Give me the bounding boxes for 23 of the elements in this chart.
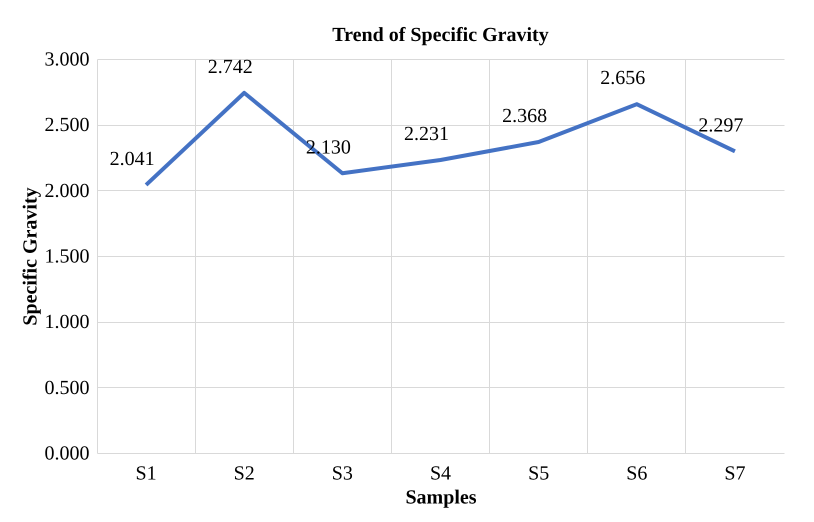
x-tick-label: S2 xyxy=(234,462,255,484)
x-axis-title: Samples xyxy=(405,486,477,508)
data-label: 2.231 xyxy=(404,122,449,145)
y-tick-label: 0.000 xyxy=(44,442,90,464)
data-label: 2.656 xyxy=(600,67,646,90)
data-label: 2.297 xyxy=(698,114,744,136)
y-tick-label: 2.500 xyxy=(44,114,90,136)
chart-title: Trend of Specific Gravity xyxy=(332,24,549,46)
x-tick-label: S4 xyxy=(430,462,452,484)
data-label: 2.368 xyxy=(502,105,548,128)
y-tick-label: 1.000 xyxy=(44,311,90,334)
y-tick-label: 2.000 xyxy=(44,180,90,202)
x-tick-label: S5 xyxy=(528,462,550,484)
data-label: 2.742 xyxy=(208,56,253,78)
x-tick-label: S6 xyxy=(626,462,648,484)
x-tick-label: S3 xyxy=(332,462,353,484)
y-tick-label: 3.000 xyxy=(44,48,90,70)
y-tick-label: 1.500 xyxy=(44,246,90,268)
y-tick-label: 0.500 xyxy=(44,376,90,399)
y-axis-title: Specific Gravity xyxy=(20,187,42,326)
x-tick-label: S7 xyxy=(724,462,746,484)
x-tick-label: S1 xyxy=(136,462,157,484)
data-label: 2.041 xyxy=(110,148,155,170)
